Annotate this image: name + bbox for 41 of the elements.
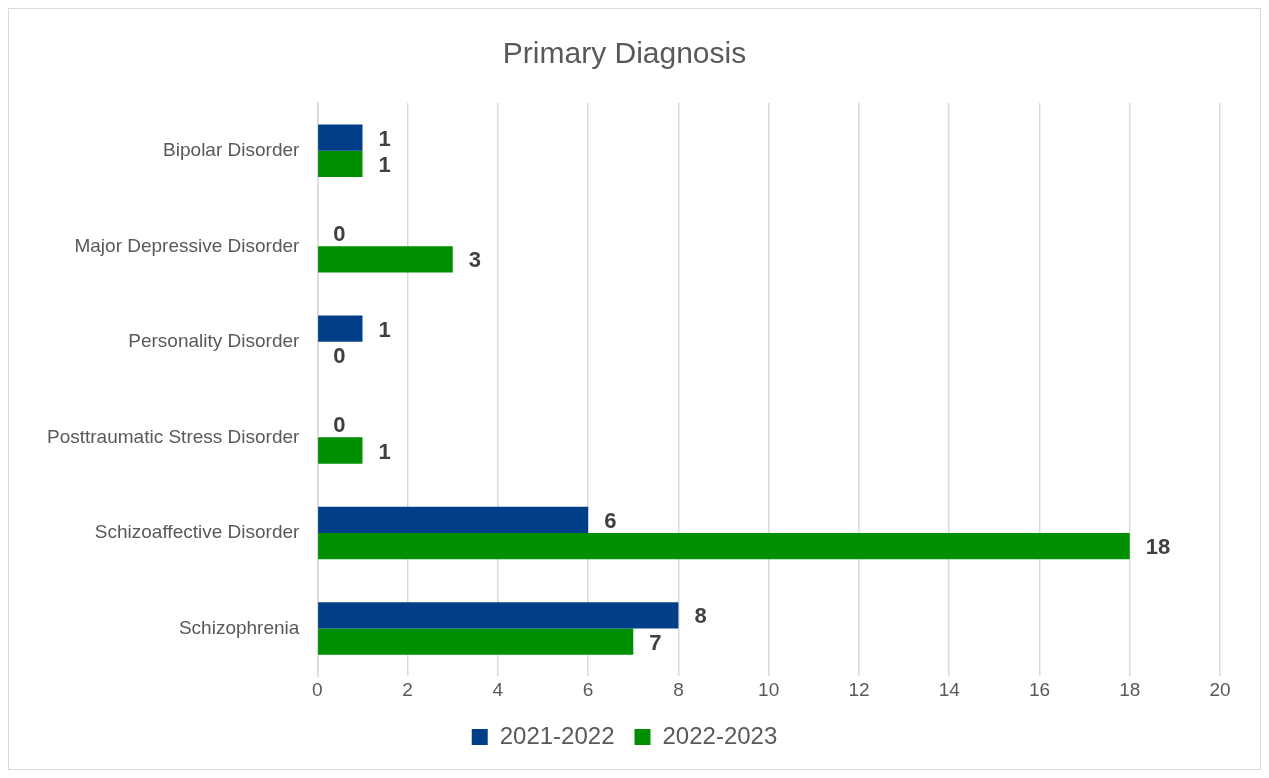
data-label: 3 [468, 247, 481, 273]
x-tick-label: 16 [1028, 678, 1051, 700]
y-tick-label: Schizoaffective Disorder [94, 521, 301, 543]
bar [318, 628, 634, 655]
x-tick-label: 8 [673, 678, 684, 700]
data-label: 1 [378, 125, 391, 151]
bar [318, 124, 363, 151]
data-label: 0 [333, 343, 346, 369]
data-label: 18 [1145, 534, 1171, 560]
y-tick-label: Posttraumatic Stress Disorder [46, 425, 301, 447]
legend-label: 2022-2023 [662, 721, 778, 749]
x-tick-label: 2 [402, 678, 413, 700]
y-tick-label: Schizophrenia [178, 616, 300, 638]
bar [318, 246, 453, 273]
bar [318, 437, 363, 464]
x-tick-label: 14 [938, 678, 961, 700]
x-tick-label: 20 [1209, 678, 1231, 700]
x-tick-label: 18 [1119, 678, 1141, 700]
data-label: 1 [378, 438, 391, 464]
data-label: 1 [378, 316, 391, 342]
data-label: 8 [694, 603, 707, 629]
bar [318, 602, 679, 629]
data-label: 0 [333, 221, 346, 247]
y-tick-label: Bipolar Disorder [163, 139, 301, 160]
data-label: 6 [604, 507, 617, 533]
x-tick-label: 10 [758, 678, 780, 700]
y-tick-label: Personality Disorder [128, 330, 301, 352]
chart-title: Primary Diagnosis [502, 36, 747, 70]
bar [318, 315, 363, 342]
bar [318, 150, 363, 178]
data-label: 7 [649, 629, 662, 655]
bar [318, 506, 589, 533]
x-tick-label: 4 [492, 678, 504, 700]
y-tick-label: Major Depressive Disorder [74, 234, 301, 256]
data-label: 0 [333, 412, 346, 438]
bar [318, 532, 1130, 560]
data-label: 1 [378, 151, 391, 177]
x-tick-label: 6 [582, 678, 594, 700]
x-tick-label: 0 [312, 678, 323, 700]
legend-label: 2021-2022 [499, 721, 615, 749]
x-tick-label: 12 [848, 678, 870, 700]
